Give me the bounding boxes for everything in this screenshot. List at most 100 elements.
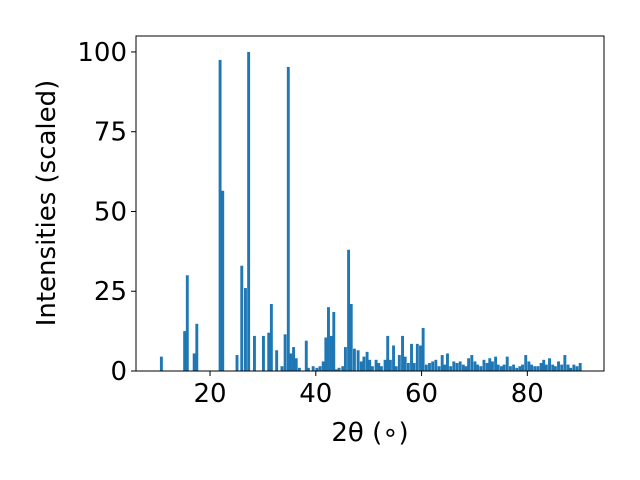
bar — [455, 363, 459, 371]
bar — [518, 366, 522, 371]
bar — [572, 364, 576, 371]
bar — [244, 288, 247, 371]
bar — [406, 363, 410, 371]
bar — [560, 364, 564, 371]
bar-series — [159, 51, 582, 372]
bar — [374, 359, 378, 371]
bar — [488, 358, 492, 371]
y-tick-label: 50 — [94, 197, 127, 227]
x-tick-label: 60 — [405, 379, 438, 409]
bar — [315, 367, 319, 371]
bar — [569, 367, 573, 371]
bar — [253, 335, 256, 371]
bar — [386, 335, 390, 371]
bar — [494, 356, 498, 371]
bar — [473, 361, 477, 371]
bar — [502, 364, 506, 371]
bar — [412, 363, 416, 371]
bar — [332, 311, 336, 371]
bar — [575, 366, 579, 371]
bar — [527, 361, 531, 371]
bar — [221, 190, 225, 371]
bar — [496, 364, 500, 371]
bar — [235, 355, 239, 371]
x-tick-label: 80 — [511, 379, 544, 409]
bar — [321, 361, 325, 371]
bar — [352, 348, 356, 371]
bar — [183, 331, 187, 371]
bar — [349, 304, 353, 371]
bar — [306, 367, 310, 371]
bar — [370, 366, 374, 371]
bar — [318, 366, 322, 371]
bar — [542, 359, 546, 371]
bar — [563, 355, 567, 371]
bar — [521, 364, 525, 371]
bar — [461, 364, 465, 371]
bar — [424, 364, 428, 371]
bar — [289, 353, 293, 371]
x-axis: 20 40 60 80 — [193, 371, 544, 409]
bar — [343, 347, 347, 371]
bar — [434, 359, 438, 371]
bar — [578, 363, 582, 371]
bar — [553, 366, 557, 371]
bar — [247, 51, 251, 371]
bar — [536, 366, 540, 371]
bar — [449, 366, 453, 371]
bar — [499, 366, 503, 371]
plot-frame — [135, 35, 605, 372]
bar — [195, 323, 199, 371]
bar — [324, 337, 328, 371]
bar — [505, 356, 509, 371]
bar — [275, 350, 279, 371]
bar — [269, 304, 273, 371]
y-tick-label: 25 — [94, 277, 127, 307]
bar — [557, 361, 560, 371]
bar — [388, 359, 392, 371]
bar — [419, 345, 422, 371]
bar — [347, 249, 351, 371]
y-tick-label: 75 — [94, 118, 127, 148]
bar — [368, 359, 372, 371]
bar — [476, 364, 480, 371]
bar — [261, 335, 265, 371]
bar — [403, 356, 407, 371]
bar — [240, 265, 244, 371]
bar — [267, 332, 271, 371]
bar — [533, 366, 537, 371]
bar — [421, 327, 425, 371]
bar — [446, 353, 449, 371]
bar — [437, 366, 441, 371]
bar — [218, 59, 222, 372]
bar — [485, 363, 489, 371]
bar — [440, 355, 444, 371]
bar — [377, 363, 381, 371]
bar — [401, 335, 404, 371]
bar — [530, 364, 534, 371]
bar — [192, 353, 196, 371]
bar — [359, 361, 363, 371]
bar — [428, 363, 431, 371]
bar — [548, 358, 551, 371]
bar — [283, 334, 287, 371]
x-tick-label: 40 — [299, 379, 332, 409]
bar — [383, 359, 387, 371]
bar — [539, 363, 543, 371]
bar — [490, 361, 494, 371]
y-axis: 0 25 50 75 100 — [77, 38, 136, 387]
bar — [431, 361, 435, 371]
y-axis-label: Intensities (scaled) — [32, 80, 62, 327]
bar — [159, 356, 163, 371]
bar — [297, 367, 301, 371]
bar — [311, 366, 315, 371]
bar — [566, 364, 570, 371]
bar — [479, 366, 483, 371]
bar — [524, 355, 528, 371]
bar — [379, 366, 383, 371]
x-tick-label: 20 — [193, 379, 226, 409]
bar — [443, 364, 447, 371]
bar — [397, 355, 401, 371]
bar — [452, 361, 456, 371]
bar — [508, 366, 512, 371]
